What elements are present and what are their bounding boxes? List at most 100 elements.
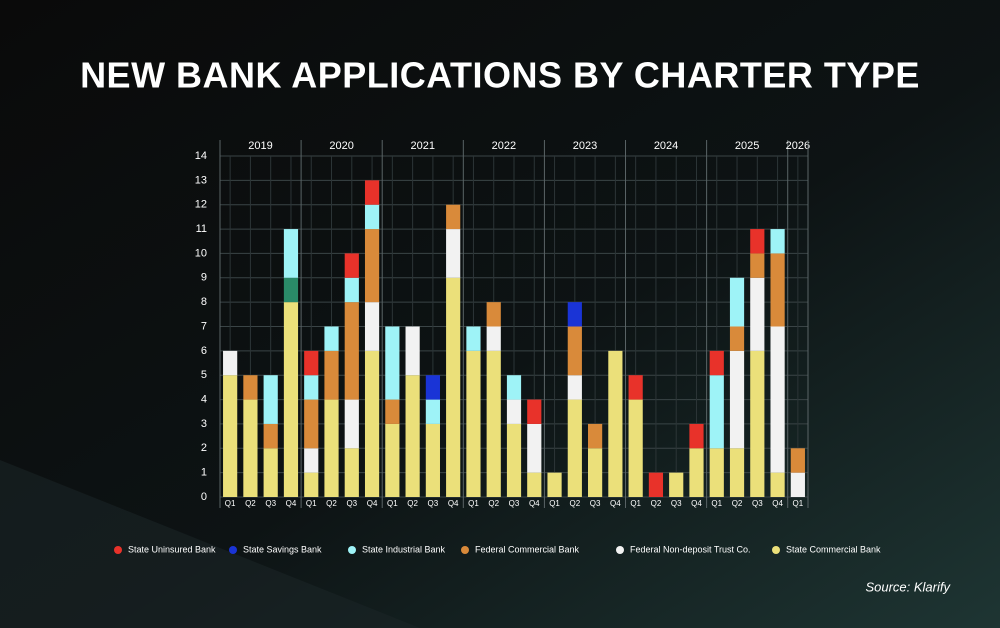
y-tick-label: 2 — [201, 442, 207, 454]
bar-segment — [223, 350, 238, 376]
legend-swatch — [772, 546, 780, 554]
x-tick-label: Q1 — [387, 499, 398, 508]
x-tick-label: Q3 — [590, 499, 601, 508]
x-tick-label: Q1 — [793, 499, 804, 508]
year-label: 2019 — [248, 140, 272, 152]
bar-segment — [750, 229, 765, 254]
bar-segment — [770, 326, 785, 473]
bar-segment — [628, 399, 643, 497]
bar-segment — [527, 472, 542, 497]
legend-swatch — [616, 546, 624, 554]
legend-swatch — [114, 546, 122, 554]
y-tick-label: 10 — [195, 247, 207, 259]
y-tick-label: 4 — [201, 393, 207, 405]
year-label: 2026 — [786, 140, 810, 152]
bar-segment — [364, 302, 380, 351]
y-tick-label: 12 — [195, 199, 207, 211]
x-tick-label: Q1 — [711, 499, 722, 508]
bar-segment — [304, 350, 319, 376]
bar-segment — [506, 423, 522, 497]
bar-segment — [527, 399, 542, 424]
y-tick-label: 14 — [195, 150, 207, 162]
bar-segment — [648, 472, 664, 497]
bar-segment — [567, 326, 582, 376]
bar-segment — [567, 302, 582, 327]
bar-segment — [770, 253, 785, 327]
legend-label: State Uninsured Bank — [128, 544, 216, 554]
bar-segment — [790, 472, 805, 497]
bar-segment — [263, 448, 278, 497]
bar-segment — [588, 423, 603, 449]
bar-segment — [669, 472, 684, 497]
bar-segment — [344, 448, 359, 497]
bar-segment — [729, 277, 745, 327]
y-tick-label: 11 — [196, 223, 207, 235]
bar-segment — [344, 302, 359, 400]
bar-segment — [689, 448, 704, 497]
bar-segment — [527, 423, 542, 473]
x-tick-label: Q1 — [468, 499, 479, 508]
bar-segment — [709, 448, 724, 497]
y-tick-label: 1 — [201, 467, 207, 479]
bar-segment — [405, 375, 420, 497]
y-tick-label: 0 — [201, 491, 207, 503]
bar-segment — [628, 375, 643, 400]
bar-segment — [304, 472, 319, 497]
y-tick-label: 3 — [201, 418, 207, 430]
legend-swatch — [461, 546, 469, 554]
x-tick-label: Q1 — [549, 499, 560, 508]
bar-segment — [729, 350, 745, 449]
bar-segment — [385, 423, 400, 497]
bar-segment — [364, 229, 380, 303]
bar-segment — [790, 448, 805, 473]
x-tick-label: Q1 — [306, 499, 317, 508]
y-tick-label: 9 — [201, 272, 207, 284]
bar-segment — [364, 350, 380, 497]
x-tick-label: Q4 — [286, 499, 297, 508]
bar-segment — [466, 326, 481, 351]
x-tick-label: Q4 — [367, 499, 378, 508]
bar-segment — [770, 472, 785, 497]
bar-segment — [304, 375, 319, 400]
bar-segment — [243, 375, 258, 400]
bar-segment — [344, 277, 359, 303]
legend-swatch — [229, 546, 237, 554]
bar-segment — [709, 350, 724, 376]
bar-segment — [283, 229, 299, 278]
year-label: 2020 — [329, 140, 353, 152]
x-tick-label: Q3 — [752, 499, 763, 508]
bar-segment — [385, 326, 400, 400]
bar-segment — [446, 277, 461, 497]
bar-segment — [506, 375, 522, 400]
background-shape — [0, 460, 420, 628]
bar-segment — [283, 302, 299, 497]
bar-segment — [364, 180, 380, 205]
bar-segment — [385, 399, 400, 424]
x-tick-label: Q3 — [265, 499, 276, 508]
bar-segment — [729, 448, 745, 497]
x-tick-label: Q1 — [630, 499, 641, 508]
x-tick-label: Q2 — [488, 499, 499, 508]
bar-segment — [364, 204, 380, 230]
legend-label: State Commercial Bank — [786, 544, 881, 554]
bar-segment — [263, 375, 278, 424]
x-tick-label: Q2 — [407, 499, 418, 508]
x-tick-label: Q2 — [569, 499, 580, 508]
bar-segment — [486, 326, 501, 351]
bar-segment — [405, 326, 420, 376]
bar-segment — [304, 448, 319, 473]
legend-label: Federal Non-deposit Trust Co. — [630, 544, 751, 554]
bar-segment — [324, 399, 339, 497]
chart-title: NEW BANK APPLICATIONS BY CHARTER TYPE — [80, 55, 920, 96]
bar-segment — [486, 350, 501, 497]
bar-segment — [283, 277, 299, 303]
x-tick-label: Q3 — [346, 499, 357, 508]
x-tick-label: Q2 — [245, 499, 256, 508]
bar-segment — [263, 423, 278, 449]
bar-segment — [425, 375, 440, 400]
bar-segment — [324, 350, 339, 400]
bar-segment — [588, 448, 603, 497]
bar-segment — [547, 472, 562, 497]
bar-segment — [689, 423, 704, 449]
x-tick-label: Q3 — [671, 499, 682, 508]
